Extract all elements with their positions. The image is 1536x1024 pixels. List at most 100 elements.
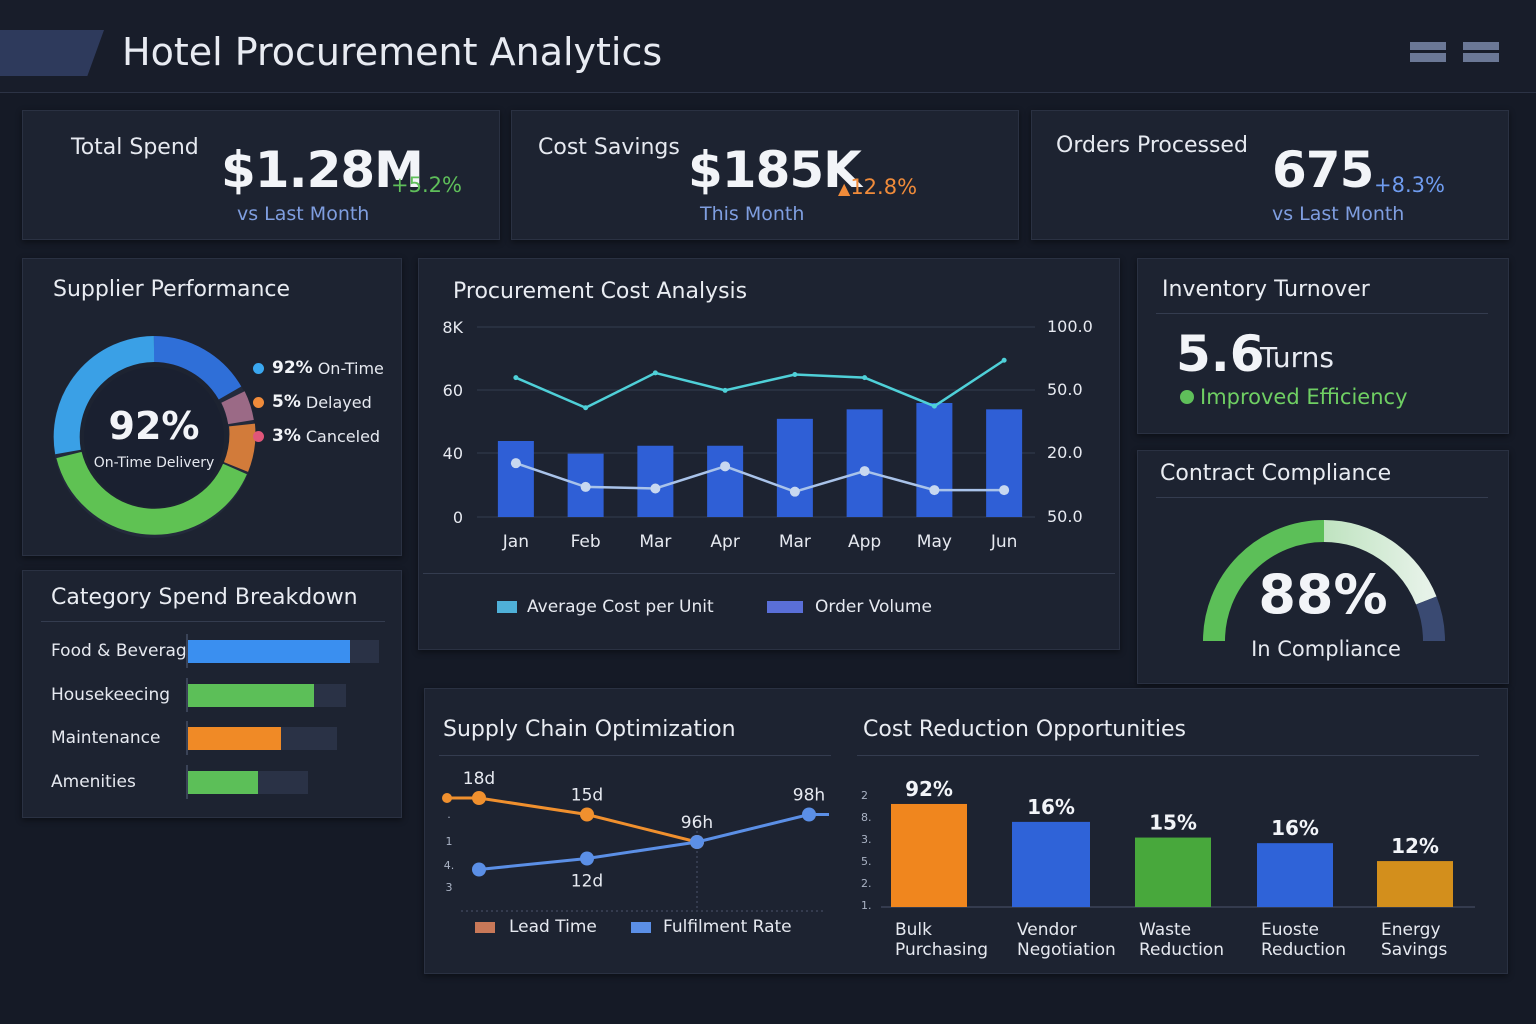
y-tick-label: 5. xyxy=(861,855,872,868)
kpi-label: Total Spend xyxy=(71,135,199,160)
y-tick-label-left: 0 xyxy=(453,508,463,527)
fulfilment-point xyxy=(472,862,486,877)
procurement-legend: Average Cost per Unit Order Volume xyxy=(497,597,932,617)
supply-chain-chart: · 1 4. 3 18d 15d 96h 12d 98h xyxy=(442,769,829,912)
category-label-line1: Bulk xyxy=(895,920,932,940)
y-tick-label-right: 20.0 xyxy=(1047,443,1083,462)
legend-item-order-volume: Order Volume xyxy=(767,597,932,617)
category-bar xyxy=(187,727,282,750)
kpi-label: Cost Savings xyxy=(538,135,680,160)
point-label: 15d xyxy=(571,786,603,806)
list-view-icon[interactable] xyxy=(1463,42,1499,62)
gauge-arc-green xyxy=(1203,520,1325,642)
lead-time-point xyxy=(580,807,594,822)
supply-chain-legend: Lead Time Fulfilment Rate xyxy=(475,917,792,937)
avg-cost-point xyxy=(720,461,731,472)
category-label-line2: Purchasing xyxy=(895,940,988,960)
opportunity-bar xyxy=(1012,821,1090,907)
bar-value-label: 16% xyxy=(1271,816,1319,840)
category-label-line1: Vendor xyxy=(1017,920,1077,940)
volume-bar xyxy=(986,409,1023,517)
brand-accent xyxy=(0,30,104,76)
avg-cost-point xyxy=(580,481,591,492)
y-tick-label-left: 40 xyxy=(443,444,463,463)
category-axis-tick xyxy=(186,634,188,668)
trend-point xyxy=(792,372,798,377)
category-row: Food & Beverage xyxy=(23,634,401,668)
x-tick-label: Mar xyxy=(639,532,671,552)
kpi-delta: +5.2% xyxy=(391,173,462,197)
trend-point xyxy=(652,370,658,376)
contract-compliance-panel: Contract Compliance 88% In Compliance xyxy=(1137,450,1509,684)
y-tick-label: · xyxy=(447,811,451,824)
legend-label: Lead Time xyxy=(509,917,597,937)
y-tick-label: 8. xyxy=(861,811,872,824)
panel-title: Supply Chain Optimization xyxy=(443,717,736,742)
avg-cost-line xyxy=(515,461,1005,493)
legend-swatch xyxy=(631,921,651,933)
category-bars: Food & Beverage Housekeecing Maintenance Am… xyxy=(23,631,401,811)
lead-time-start-point xyxy=(442,793,452,803)
gauge-arc-light xyxy=(1323,520,1437,605)
procurement-cost-chart: 8K 100.0 60 50.0 40 20.0 0 50.0 Jan Feb Mar Apr Mar A… xyxy=(442,317,1092,552)
x-tick-label: Mar xyxy=(779,532,811,552)
legend-label: Fulfilment Rate xyxy=(663,917,792,937)
app-header: Hotel Procurement Analytics xyxy=(0,0,1536,93)
kpi-card-total-spend[interactable]: Total Spend $1.28M +5.2% vs Last Month xyxy=(22,110,500,240)
kpi-card-cost-savings[interactable]: Cost Savings $185K ▲12.8% This Month xyxy=(511,110,1019,240)
arrow-up-icon: ▲ xyxy=(838,179,851,198)
kpi-sub: This Month xyxy=(700,203,805,225)
kpi-value: 675 xyxy=(1272,141,1374,199)
category-label: Maintenance xyxy=(51,728,161,748)
supplier-legend-item: 92% On-Time xyxy=(253,351,384,385)
trend-point xyxy=(1001,357,1007,363)
trend-point xyxy=(583,405,589,411)
legend-dot-icon xyxy=(253,362,264,374)
legend-swatch xyxy=(497,601,517,613)
y-tick-label-left: 60 xyxy=(443,381,463,400)
point-label: 12d xyxy=(571,872,603,892)
avg-cost-point xyxy=(650,483,661,494)
x-tick-label: Feb xyxy=(571,532,601,552)
y-tick-label: 1. xyxy=(861,899,872,912)
legend-percent: 3% xyxy=(272,426,301,446)
supplier-legend-item: 5% Delayed xyxy=(253,385,384,419)
inventory-status: Improved Efficiency xyxy=(1200,385,1408,409)
divider xyxy=(1156,497,1488,498)
kpi-delta: ▲12.8% xyxy=(838,175,918,199)
kpi-card-orders-processed[interactable]: Orders Processed 675 +8.3% vs Last Month xyxy=(1031,110,1509,240)
lead-time-point xyxy=(472,791,486,805)
trend-point xyxy=(931,403,937,409)
category-label: Amenities xyxy=(51,771,136,792)
category-bar xyxy=(187,683,314,707)
donut-center-label: On-Time Delivery xyxy=(94,455,214,471)
volume-bar xyxy=(497,441,534,517)
avg-cost-point xyxy=(859,466,870,477)
donut-segment-orange xyxy=(223,423,256,472)
opportunity-bar xyxy=(891,803,967,907)
category-label-line1: Euoste xyxy=(1261,920,1319,940)
panel-title: Supplier Performance xyxy=(53,277,291,302)
divider xyxy=(857,755,1479,756)
inventory-unit: Turns xyxy=(1260,341,1334,374)
y-tick-label: 2 xyxy=(861,789,868,802)
page-title: Hotel Procurement Analytics xyxy=(122,30,663,74)
grid-view-icon[interactable] xyxy=(1410,42,1446,62)
donut-segment-blue xyxy=(153,336,242,400)
trend-point xyxy=(513,375,519,381)
legend-label: Average Cost per Unit xyxy=(527,597,714,617)
gauge-arc-remaining xyxy=(1415,596,1445,642)
category-label-line1: Waste xyxy=(1139,920,1191,940)
lead-time-line xyxy=(447,796,698,844)
category-label-line2: Negotiation xyxy=(1017,940,1116,960)
bar-value-label: 12% xyxy=(1391,834,1439,858)
inventory-turnover-panel: Inventory Turnover 5.6 Turns Improved Ef… xyxy=(1137,258,1509,434)
bar-value-label: 15% xyxy=(1149,811,1197,835)
legend-dot-icon xyxy=(253,430,264,442)
avg-cost-point xyxy=(789,486,800,497)
y-tick-label-right: 50.0 xyxy=(1047,507,1083,526)
category-row: Maintenance xyxy=(23,721,401,755)
bottom-analytics-panel: Supply Chain Optimization · 1 4. 3 18d 15d 96h… xyxy=(424,688,1508,974)
point-label: 96h xyxy=(681,813,713,833)
